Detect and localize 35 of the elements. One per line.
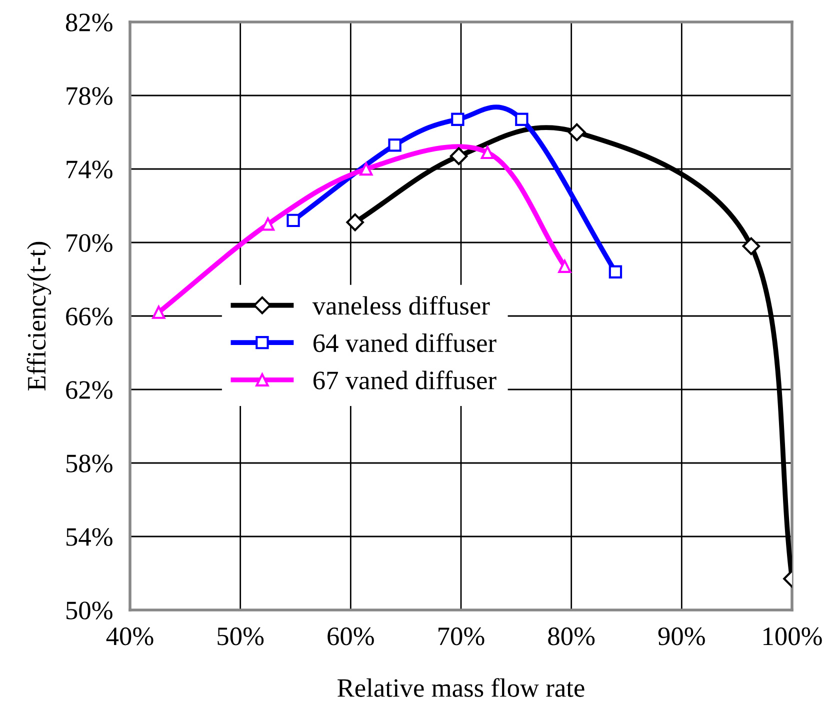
point [286,214,300,228]
y-tick-label: 66% [66,308,112,326]
y-tick-label: 70% [66,234,112,252]
y-tick-label: 58% [66,454,112,472]
y-tick-label: 74% [66,160,112,178]
legend-label: vaneless diffuser [312,296,490,315]
y-axis-title: Efficiency(t-t) [26,242,52,390]
x-tick-label: 90% [658,627,705,646]
point [152,306,166,319]
point [360,162,373,176]
x-tick-label: 40% [106,627,154,646]
x-tick-label: 100% [764,627,822,646]
x-tick-label: 80% [548,627,595,646]
x-tick-label: 70% [438,627,484,646]
y-tick-label: 62% [66,381,112,399]
point [480,146,494,160]
point [388,138,402,152]
point [742,237,760,256]
point [568,123,586,142]
point [451,112,464,126]
y-tick-label: 78% [66,87,112,105]
x-tick-label: 60% [328,627,374,646]
y-tick-label: 50% [66,602,112,620]
point [346,213,364,232]
legend-label: 67 vaned diffuser [313,370,496,390]
x-tick-label: 50% [218,627,264,646]
point [450,147,468,166]
point [558,260,572,273]
point [515,112,528,126]
y-tick-label: 54% [66,528,112,546]
y-tick-label: 82% [66,14,112,32]
point [261,218,275,231]
x-axis-title: Relative mass flow rate [338,678,584,697]
legend-label: 64 vaned diffuser [313,333,496,352]
point [608,265,622,278]
